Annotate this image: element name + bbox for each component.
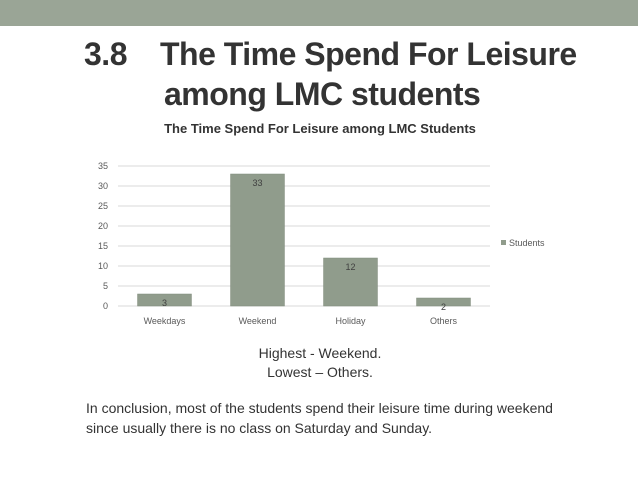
bar [137,293,192,307]
top-bar [0,0,638,26]
x-tick-label: Weekdays [144,316,186,326]
legend-swatch [501,240,506,245]
summary: Highest - Weekend. Lowest – Others. [200,344,440,382]
chart-title: The Time Spend For Leisure among LMC Stu… [164,121,476,136]
y-tick-label: 10 [98,261,108,271]
x-tick-label: Others [430,316,458,326]
y-tick-label: 15 [98,241,108,251]
data-label: 33 [252,178,262,188]
bar [230,173,285,307]
y-tick-label: 35 [98,161,108,171]
data-label: 2 [441,302,446,312]
conclusion-text: In conclusion, most of the students spen… [86,400,553,436]
slide-title-line1: The Time Spend For Leisure [160,36,577,72]
slide-title-line2: among LMC students [164,76,481,112]
summary-lowest: Lowest – Others. [267,364,373,380]
y-tick-label: 30 [98,181,108,191]
summary-highest: Highest - Weekend. [258,345,382,361]
y-tick-label: 20 [98,221,108,231]
slide-title: 3.8 The Time Spend For Leisure among LMC … [84,34,624,114]
y-tick-label: 5 [103,281,108,291]
bar [323,257,378,307]
x-tick-label: Weekend [239,316,277,326]
data-label: 12 [345,262,355,272]
y-tick-label: 25 [98,201,108,211]
y-tick-label: 0 [103,301,108,311]
slide-number: 3.8 [84,36,127,72]
legend-label: Students [509,238,545,248]
bar [416,297,471,307]
data-label: 3 [162,298,167,308]
x-tick-label: Holiday [335,316,366,326]
